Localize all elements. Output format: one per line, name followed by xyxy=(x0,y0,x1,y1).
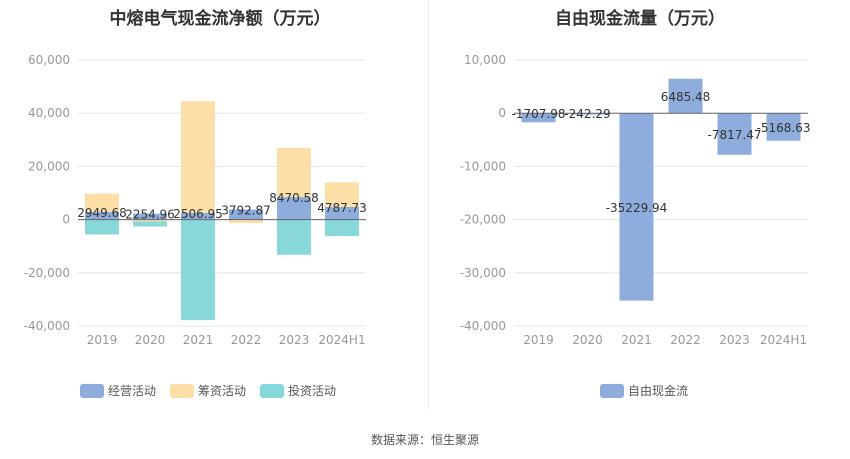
data-label: -242.29 xyxy=(564,107,610,121)
panel-divider xyxy=(428,0,429,410)
left-chart-title: 中熔电气现金流净额（万元） xyxy=(109,9,331,29)
data-label: 4787.73 xyxy=(317,201,367,215)
bar-investing xyxy=(85,219,119,235)
data-label: -7817.47 xyxy=(708,128,762,142)
legend-item-operating[interactable]: 经营活动 xyxy=(80,382,156,399)
data-source-note: 数据来源：恒生聚源 xyxy=(370,433,479,447)
data-label: -5168.63 xyxy=(757,121,811,135)
data-label: -1707.98 xyxy=(512,107,566,121)
data-label: 2254.96 xyxy=(125,208,175,222)
x-tick-label: 2019 xyxy=(87,333,118,347)
bar-financing xyxy=(133,219,167,222)
bar-financing xyxy=(325,182,359,207)
legend-label-operating: 经营活动 xyxy=(108,384,157,398)
data-label: 2949.68 xyxy=(77,206,127,220)
y-tick-label: 0 xyxy=(498,106,506,120)
x-tick-label: 2023 xyxy=(719,333,750,347)
data-label: 3792.87 xyxy=(221,204,271,218)
bar-investing xyxy=(133,221,167,227)
x-tick-label: 2021 xyxy=(183,333,214,347)
y-tick-label: 60,000 xyxy=(28,53,70,67)
bar-investing xyxy=(277,219,311,255)
bar-investing xyxy=(325,219,359,237)
bar-fcf xyxy=(766,113,801,141)
cash-flow-chart: 60,000 40,000 20,000 0 -20,000 -40,000 2019 202… xyxy=(24,53,367,347)
bar-fcf xyxy=(521,113,556,123)
right-chart-title: 自由现金流量（万元） xyxy=(555,9,725,29)
y-tick-label: 20,000 xyxy=(28,159,70,173)
legend-swatch-fcf xyxy=(600,383,624,398)
y-tick-label: 40,000 xyxy=(28,106,70,120)
legend-item-financing[interactable]: 筹资活动 xyxy=(170,382,246,399)
bar-financing xyxy=(85,193,119,212)
bar-investing xyxy=(181,219,215,321)
legend-swatch-investing xyxy=(260,383,285,398)
y-tick-label: -30,000 xyxy=(460,266,506,280)
bar-operating xyxy=(133,213,167,220)
x-tick-label: 2024H1 xyxy=(760,333,807,347)
y-tick-label: -10,000 xyxy=(460,159,506,173)
x-tick-label: 2019 xyxy=(523,333,554,347)
data-label: 2506.95 xyxy=(173,207,223,221)
bar-operating xyxy=(277,197,311,220)
legend-swatch-operating xyxy=(80,383,104,398)
y-tick-label: -20,000 xyxy=(24,266,70,280)
y-tick-label: -20,000 xyxy=(460,213,506,227)
left-legend: 经营活动 筹资活动 投资活动 xyxy=(80,382,350,399)
bar-fcf xyxy=(619,113,654,301)
free-cash-flow-chart: 10,000 0 -10,000 -20,000 -30,000 -40,000 2019 2… xyxy=(460,53,811,347)
bar-fcf xyxy=(668,78,703,114)
right-legend: 自由现金流 xyxy=(600,382,702,399)
data-label: 6485.48 xyxy=(661,90,711,104)
bar-operating xyxy=(325,206,359,220)
x-tick-label: 2022 xyxy=(231,333,262,347)
x-tick-label: 2020 xyxy=(572,333,603,347)
legend-item-fcf[interactable]: 自由现金流 xyxy=(600,382,688,399)
y-tick-label: 0 xyxy=(62,213,70,227)
x-tick-label: 2021 xyxy=(621,333,652,347)
y-tick-label: 10,000 xyxy=(464,53,506,67)
y-tick-label: -40,000 xyxy=(24,319,70,333)
legend-item-investing[interactable]: 投资活动 xyxy=(260,382,336,399)
bar-financing xyxy=(181,101,215,213)
bar-operating xyxy=(85,211,119,220)
bar-financing xyxy=(277,147,311,198)
bar-operating xyxy=(181,212,215,220)
legend-label-fcf: 自由现金流 xyxy=(628,384,689,398)
bar-fcf xyxy=(570,113,605,115)
bar-financing xyxy=(229,219,263,224)
legend-label-financing: 筹资活动 xyxy=(198,384,247,398)
x-tick-label: 2024H1 xyxy=(318,333,365,347)
x-tick-label: 2023 xyxy=(279,333,310,347)
bar-fcf xyxy=(717,113,752,155)
data-label: -35229.94 xyxy=(606,201,668,215)
bar-operating xyxy=(229,209,263,220)
legend-swatch-financing xyxy=(170,383,195,398)
data-label: 8470.58 xyxy=(269,191,319,205)
x-tick-label: 2022 xyxy=(670,333,701,347)
legend-label-investing: 投资活动 xyxy=(288,384,337,398)
y-tick-label: -40,000 xyxy=(460,319,506,333)
x-tick-label: 2020 xyxy=(135,333,166,347)
